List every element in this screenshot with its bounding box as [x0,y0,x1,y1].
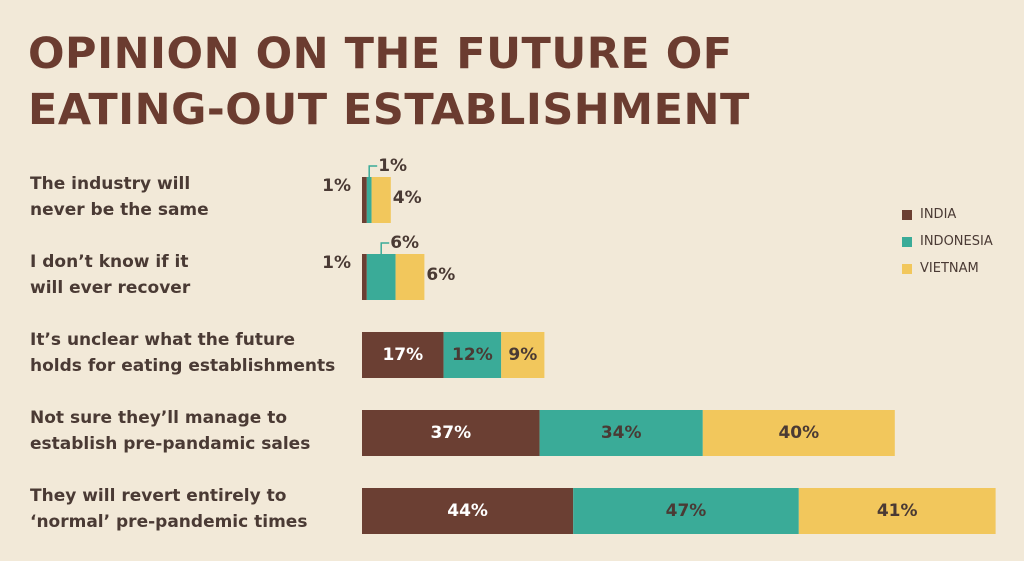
legend-swatch-indonesia [902,236,912,247]
category-label-line-1: Not sure they’ll manage to [30,408,288,428]
bar-vietnam-2 [395,254,425,300]
legend-label-indonesia: INDONESIA [920,234,993,249]
bar-india-2 [362,254,367,300]
chart-title-line-1: OPINION ON THE FUTURE OF [28,29,733,79]
bar-vietnam-1 [371,177,391,223]
category-label-line-2: ‘normal’ pre-pandemic times [30,512,308,532]
bar-indonesia-1 [366,177,372,223]
data-label-india-2: 1% [322,253,351,273]
data-label-vietnam-5: 41% [877,501,918,521]
bar-india-1 [362,177,367,223]
legend-label-vietnam: VIETNAM [920,261,979,276]
data-label-indonesia-2: 6% [390,233,419,253]
legend-swatch-vietnam [902,263,912,274]
data-label-vietnam-1: 4% [393,188,422,208]
legend-item-vietnam: VIETNAM [902,255,993,282]
legend-item-india: INDIA [902,201,993,228]
bar-indonesia-4 [539,410,703,456]
legend-item-indonesia: INDONESIA [902,228,993,255]
bar-india-3 [362,332,444,378]
bar-india-4 [362,410,540,456]
category-label-line-1: They will revert entirely to [30,486,287,506]
bar-indonesia-5 [573,488,799,534]
category-label-line-2: never be the same [30,200,209,220]
data-label-vietnam-4: 40% [778,423,819,443]
category-label-line-2: will ever recover [30,278,191,298]
category-label: Not sure they’ll manage to establish pre-… [30,405,340,457]
bar-vietnam-3 [501,332,545,378]
bar-vietnam-4 [702,410,895,456]
leader-line-1 [368,165,378,177]
category-label: It’s unclear what the future holds for ea… [30,327,340,379]
data-label-india-4: 37% [430,423,471,443]
bar-indonesia-3 [443,332,502,378]
data-label-indonesia-4: 34% [601,423,642,443]
bar-vietnam-5 [798,488,996,534]
category-label: The industry will never be the same [30,171,340,223]
legend-swatch-india [902,209,912,220]
category-label-line-2: establish pre-pandamic sales [30,434,311,454]
data-label-indonesia-3: 12% [452,345,493,365]
chart-title-line-2: EATING-OUT ESTABLISHMENT [28,85,750,135]
legend-label-india: INDIA [920,207,957,222]
category-label-line-1: It’s unclear what the future [30,330,296,350]
data-label-india-3: 17% [382,345,423,365]
bar-indonesia-2 [366,254,396,300]
leader-line-2 [380,242,390,254]
data-label-vietnam-3: 9% [508,345,537,365]
data-label-india-1: 1% [322,176,351,196]
category-label: I don’t know if it will ever recover [30,249,340,301]
chart-title: OPINION ON THE FUTURE OF EATING-OUT ESTA… [28,26,750,138]
data-label-india-5: 44% [447,501,488,521]
category-label-line-1: I don’t know if it [30,252,189,272]
category-label-line-2: holds for eating establishments [30,356,336,376]
legend: INDIA INDONESIA VIETNAM [902,201,993,282]
data-label-vietnam-2: 6% [426,265,455,285]
category-label-line-1: The industry will [30,174,191,194]
bar-india-5 [362,488,574,534]
data-label-indonesia-5: 47% [666,501,707,521]
data-label-indonesia-1: 1% [378,156,407,176]
category-label: They will revert entirely to ‘normal’ pre… [30,483,340,535]
